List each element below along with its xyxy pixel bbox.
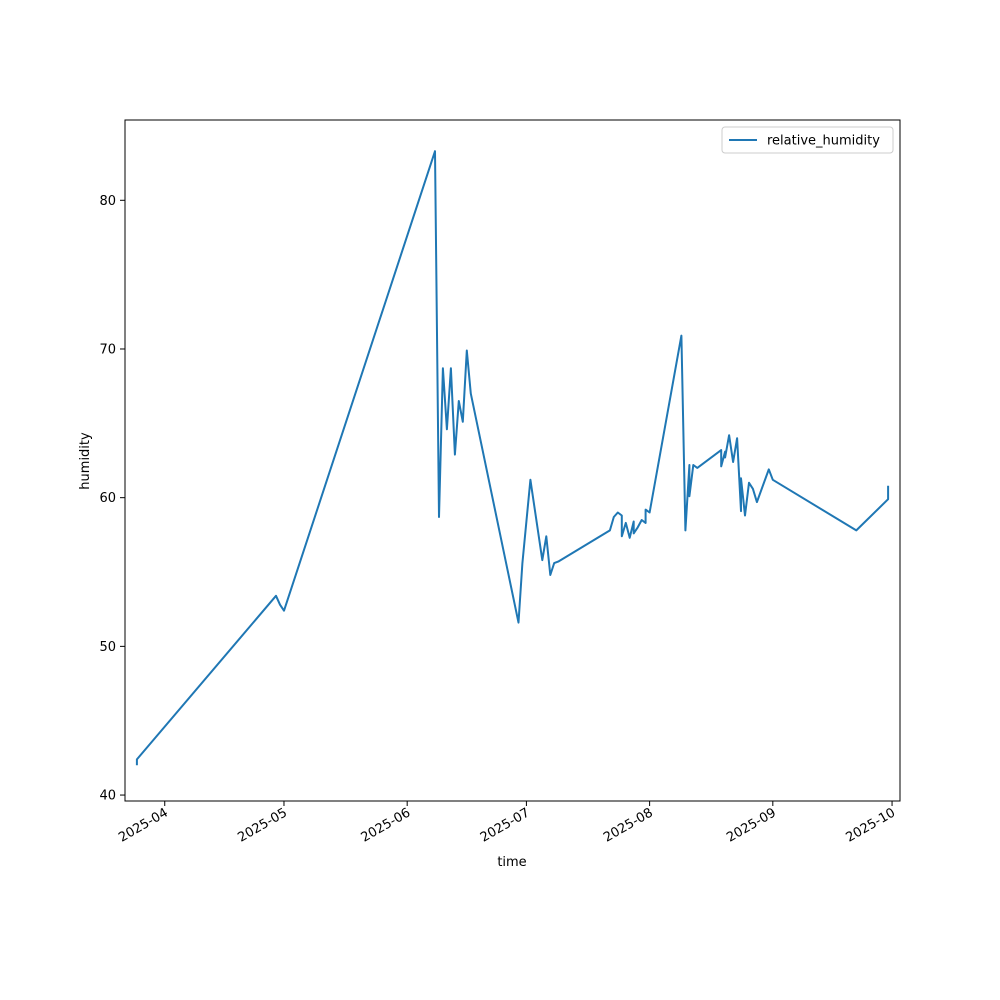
y-tick-label: 60 <box>99 491 116 506</box>
plot-frame <box>124 119 901 802</box>
series-layer <box>135 150 890 766</box>
y-tick-label: 40 <box>99 789 116 804</box>
legend-box <box>721 126 894 154</box>
x-axis-label: time <box>497 855 526 870</box>
plot-area <box>125 120 900 801</box>
y-tick-label: 50 <box>99 640 116 655</box>
series-line-relative-humidity <box>135 150 890 766</box>
y-tick-label: 70 <box>99 342 116 357</box>
legend: relative_humidity <box>721 126 894 154</box>
y-tick-label: 80 <box>99 194 116 209</box>
y-axis-label: humidity <box>78 432 93 490</box>
legend-label: relative_humidity <box>767 134 880 149</box>
y-axis-ticks: 40 50 60 70 80 <box>99 194 125 804</box>
